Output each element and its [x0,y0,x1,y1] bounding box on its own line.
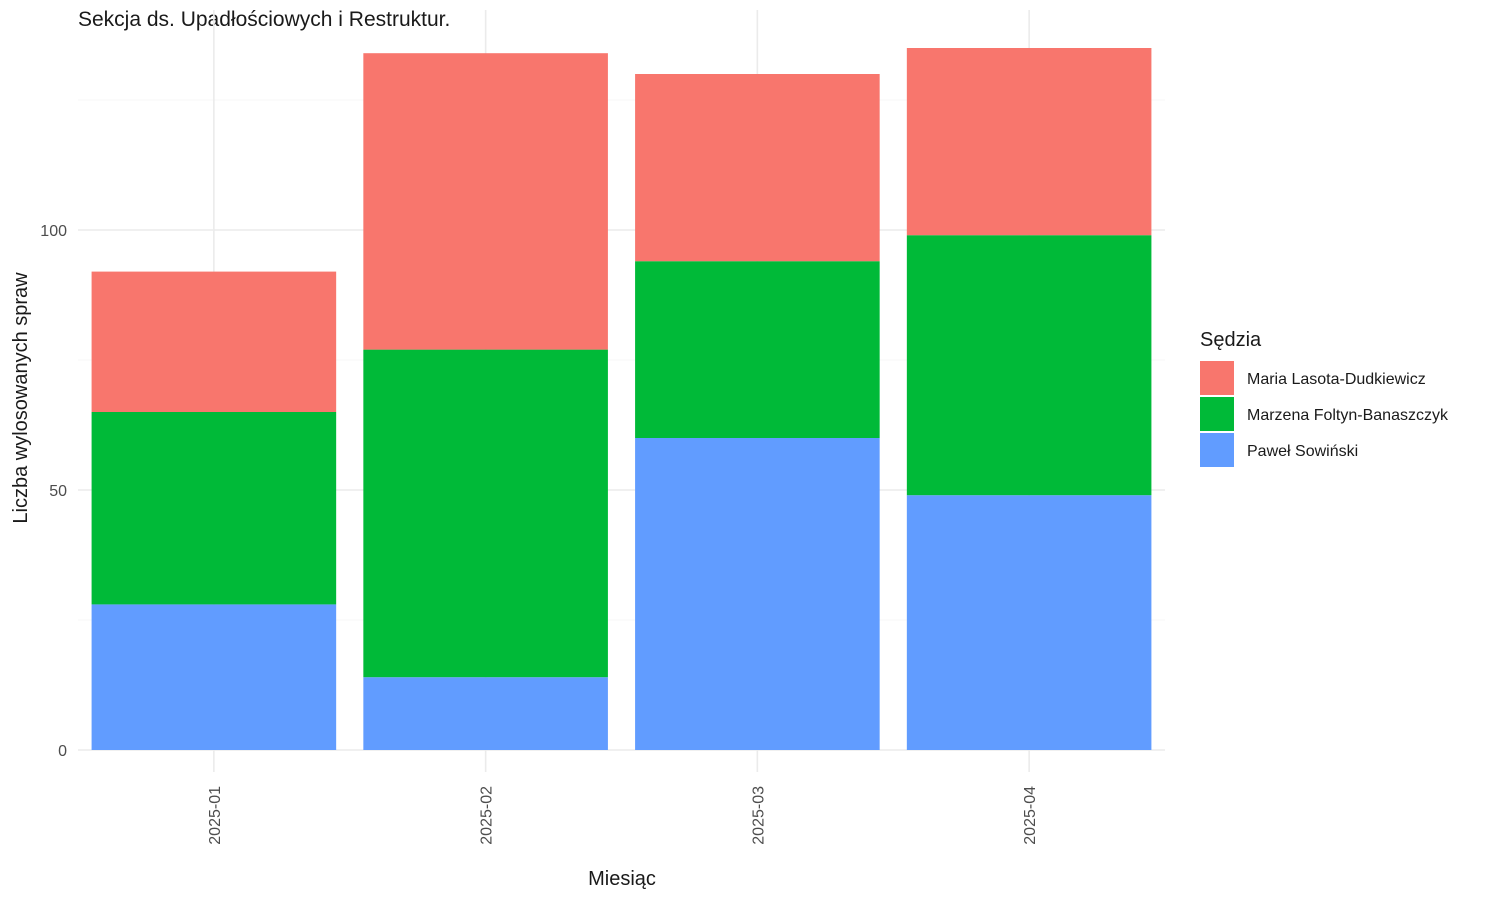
bar-segment [906,495,1152,750]
bar-segment [363,53,608,350]
legend-label: Maria Lasota-Dudkiewicz [1247,371,1426,388]
y-axis-title: Liczba wylosowanych spraw [10,272,32,524]
bar-segment [635,261,880,438]
y-tick-label: 0 [58,743,67,760]
bar-segment [906,48,1152,236]
y-tick-label: 100 [40,223,67,240]
x-tick-labels: 2025-01 2025-02 2025-03 2025-04 [207,786,1039,845]
bar-segment [91,604,337,750]
x-tick-label: 2025-02 [479,786,496,845]
y-tick-label: 50 [49,483,67,500]
legend: Sędzia Maria Lasota-Dudkiewicz Marzena Fo… [1200,329,1449,467]
x-tick-label: 2025-03 [750,786,767,845]
bar-segment [91,271,337,412]
bar-segment [635,438,880,750]
bar-segment [91,412,337,605]
bar-segment [363,349,608,678]
x-axis-title: Miesiąc [588,868,656,890]
legend-label: Paweł Sowiński [1247,443,1358,460]
legend-swatch [1200,397,1234,431]
legend-title: Sędzia [1200,329,1262,351]
bar-segment [906,235,1152,496]
legend-label: Marzena Foltyn-Banaszczyk [1247,407,1449,424]
chart-title: Sekcja ds. Upadłościowych i Restruktur. [78,8,450,31]
legend-swatch [1200,433,1234,467]
legend-swatch [1200,361,1234,395]
x-tick-label: 2025-01 [207,786,224,845]
x-tick-label: 2025-04 [1022,786,1039,845]
bar-segment [363,677,608,750]
bars [91,48,1152,750]
bar-segment [635,74,880,262]
y-tick-labels: 0 50 100 [40,223,67,760]
